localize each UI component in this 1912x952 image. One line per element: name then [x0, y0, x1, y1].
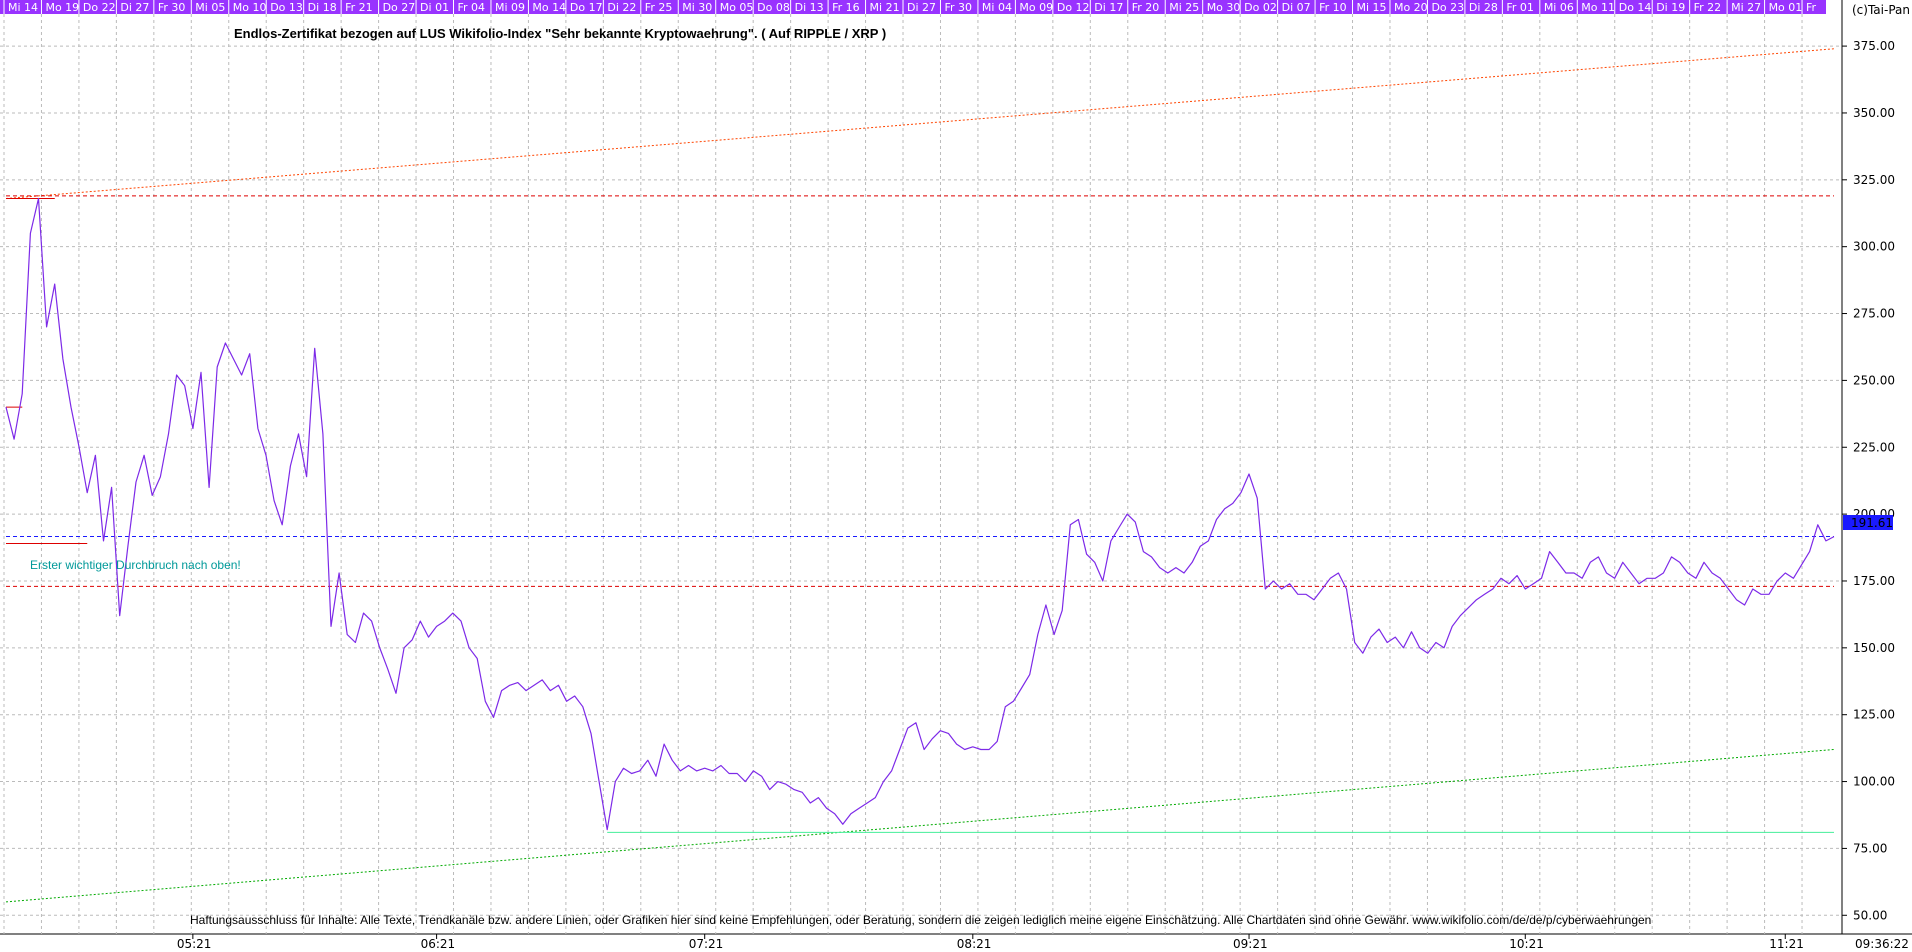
day-label: Di 17 — [1094, 1, 1123, 14]
x-tick-label: 09:21 — [1233, 937, 1268, 951]
y-tick-label: 250.00 — [1853, 373, 1895, 387]
day-label: Di 13 — [795, 1, 824, 14]
x-axis: 05:21 06:21 07:21 08:21 09:21 10:21 11:21 — [177, 934, 1804, 951]
disclaimer-text: Haftungsausschluss für Inhalte: Alle Tex… — [190, 913, 1651, 927]
x-tick-label: 05:21 — [177, 937, 212, 951]
day-label: Mo 09 — [1019, 1, 1053, 14]
y-tick-label: 350.00 — [1853, 106, 1895, 120]
day-label: Mo 10 — [233, 1, 267, 14]
day-label: Mo 14 — [532, 1, 566, 14]
day-label: Di 27 — [907, 1, 936, 14]
day-label: Di 07 — [1282, 1, 1311, 14]
price-line — [5, 197, 1835, 831]
header-bar-bg — [0, 0, 1826, 14]
day-label: Di 01 — [420, 1, 449, 14]
y-tick-label: 325.00 — [1853, 173, 1895, 187]
last-value-label: 191.61 — [1851, 516, 1893, 530]
day-label: Fr 10 — [1319, 1, 1347, 14]
day-label: Do 22 — [83, 1, 116, 14]
day-label: Mo 05 — [720, 1, 754, 14]
day-label: Fr 20 — [1132, 1, 1160, 14]
day-label: Fr 25 — [645, 1, 673, 14]
annotation-breakout: Erster wichtiger Durchbruch nach oben! — [30, 558, 241, 572]
day-label: Fr 16 — [832, 1, 860, 14]
time-label: 09:36:22 — [1855, 937, 1909, 951]
day-label: Do 12 — [1057, 1, 1090, 14]
day-label: Di 18 — [308, 1, 337, 14]
y-tick-label: 100.00 — [1853, 775, 1895, 789]
day-label: Mi 30 — [682, 1, 712, 14]
copyright-label: (c)Tai-Pan — [1852, 3, 1910, 17]
x-tick-label: 10:21 — [1509, 937, 1544, 951]
chart-title: Endlos-Zertifikat bezogen auf LUS Wikifo… — [234, 26, 886, 41]
day-label: Fr 30 — [944, 1, 972, 14]
day-label: Do 27 — [383, 1, 416, 14]
day-label: Fr 22 — [1694, 1, 1722, 14]
day-label: Mo 30 — [1207, 1, 1241, 14]
day-label: Do 17 — [570, 1, 603, 14]
day-header-bar: Mi 14 Mo 19 Do 22 Di 27 Fr 30 Mi 05 Mo 10 Do 13… — [0, 0, 1826, 14]
day-label: Mi 04 — [982, 1, 1012, 14]
day-label: Mi 15 — [1357, 1, 1387, 14]
y-tick-label: 175.00 — [1853, 574, 1895, 588]
y-tick-label: 150.00 — [1853, 641, 1895, 655]
day-label: Mi 25 — [1169, 1, 1199, 14]
x-tick-label: 07:21 — [689, 937, 724, 951]
day-label: Do 13 — [270, 1, 303, 14]
day-label: Do 02 — [1244, 1, 1277, 14]
day-label: Mo 19 — [45, 1, 79, 14]
y-tick-label: 125.00 — [1853, 708, 1895, 722]
day-label: Fr — [1806, 1, 1817, 14]
day-label: Fr 04 — [458, 1, 486, 14]
y-tick-label: 300.00 — [1853, 240, 1895, 254]
day-label: Di 27 — [120, 1, 149, 14]
x-tick-label: 08:21 — [957, 937, 992, 951]
day-label: Mo 11 — [1581, 1, 1615, 14]
day-label: Mo 20 — [1394, 1, 1428, 14]
y-tick-label: 50.00 — [1853, 908, 1887, 922]
day-label: Fr 21 — [345, 1, 373, 14]
day-label: Mi 06 — [1544, 1, 1574, 14]
price-series — [5, 197, 1835, 831]
day-label: Di 22 — [607, 1, 636, 14]
day-label: Di 19 — [1656, 1, 1685, 14]
day-label: Mi 14 — [8, 1, 38, 14]
day-label: Fr 30 — [158, 1, 186, 14]
y-tick-label: 375.00 — [1853, 39, 1895, 53]
reference-line — [5, 748, 1835, 903]
day-label: Fr 01 — [1506, 1, 1534, 14]
y-tick-label: 75.00 — [1853, 841, 1887, 855]
reference-lines — [5, 48, 1835, 903]
y-tick-label: 275.00 — [1853, 307, 1895, 321]
day-label: Di 28 — [1469, 1, 1498, 14]
day-label: Do 23 — [1431, 1, 1464, 14]
day-label: Mi 05 — [195, 1, 225, 14]
day-label: Mi 27 — [1731, 1, 1761, 14]
day-label: Mi 21 — [870, 1, 900, 14]
reference-line — [5, 48, 1835, 200]
day-label: Do 14 — [1619, 1, 1652, 14]
day-label: Mi 09 — [495, 1, 525, 14]
x-tick-label: 06:21 — [421, 937, 456, 951]
day-label: Mo 01 — [1769, 1, 1803, 14]
y-tick-label: 225.00 — [1853, 440, 1895, 454]
x-tick-label: 11:21 — [1769, 937, 1804, 951]
last-value-box — [1843, 515, 1893, 530]
day-label: Do 08 — [757, 1, 790, 14]
